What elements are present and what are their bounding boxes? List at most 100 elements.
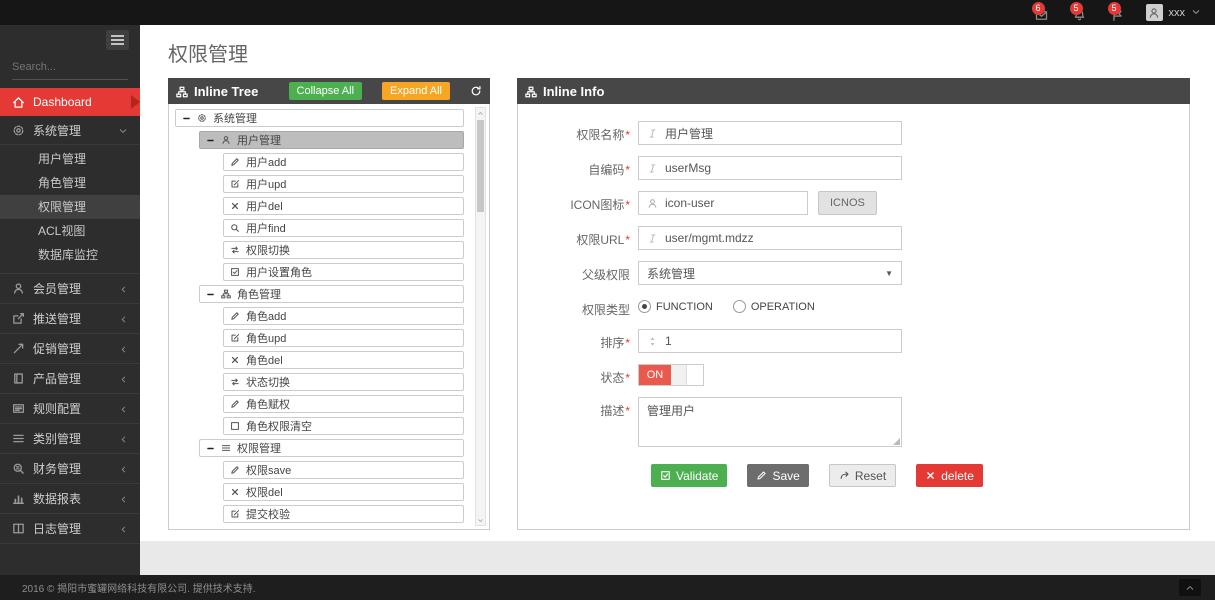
toggle-on-label: ON [639,365,671,385]
sidebar-subitem[interactable]: 权限管理 [0,195,140,219]
tree-node-label: 角色管理 [237,289,281,301]
caret-down-icon: ▼ [885,268,893,278]
topbar: 6 5 5 xxx [0,0,1215,25]
tree-node[interactable]: 用户del [223,197,464,215]
sidebar-item-system[interactable]: 系统管理 [0,116,140,145]
url-input[interactable]: user/mgmt.mdzz [638,226,902,250]
tree-node-label: 用户del [246,201,283,213]
form-row: 父级权限 系统管理 ▼ [518,261,1189,285]
sidebar-subitem[interactable]: ACL视图 [38,224,86,238]
promo-icon [13,343,24,354]
sidebar-item-label: 财务管理 [33,462,82,476]
sidebar-subitem[interactable]: 角色管理 [38,176,87,190]
hamburger-menu-button[interactable] [106,30,129,50]
chevron-left-icon [121,316,126,323]
tree-node[interactable]: 用户管理 [199,131,464,149]
tree-node[interactable]: 角色upd [223,329,464,347]
chevron-left-icon [121,376,126,383]
refresh-button[interactable] [470,85,482,97]
tree-node[interactable]: 系统管理 [175,109,464,127]
sidebar-subitem[interactable]: 数据库监控 [38,248,99,262]
expand-all-button[interactable]: Expand All [382,82,450,100]
page-title: 权限管理 [168,44,248,66]
input-value: icon-user [665,196,715,210]
radio-function[interactable]: FUNCTION [638,300,713,313]
icnos-button[interactable]: ICNOS [818,191,877,215]
required-asterisk: * [625,404,630,418]
collapse-all-button[interactable]: Collapse All [288,82,363,100]
required-asterisk: * [625,128,630,142]
topbar-flag-button[interactable]: 5 [1107,1,1128,22]
tree-node[interactable]: 用户设置角色 [223,263,464,281]
tree-node[interactable]: 角色add [223,307,464,325]
tree-node[interactable]: 权限save [223,461,464,479]
tree-node[interactable]: 角色权限清空 [223,417,464,435]
sidebar-item[interactable]: 产品管理 [0,364,140,394]
delete-button[interactable]: delete [916,464,983,487]
status-toggle[interactable]: ON [638,364,704,386]
sidebar-item[interactable]: 日志管理 [0,514,140,544]
sidebar-item[interactable]: 会员管理 [0,274,140,304]
chevron-down-icon [119,129,127,133]
tree-node[interactable]: 角色赋权 [223,395,464,413]
pencil-icon [231,312,239,320]
save-button[interactable]: Save [747,464,809,487]
scrollbar-thumb[interactable] [477,120,484,212]
tree-scrollbar[interactable] [475,107,486,526]
validate-button[interactable]: Validate [651,464,728,487]
sidebar-subitem[interactable]: 用户管理 [38,152,87,166]
sidebar-item[interactable]: 推送管理 [0,304,140,334]
sidebar-item[interactable]: 财务管理 [0,454,140,484]
tree-node[interactable]: 角色管理 [199,285,464,303]
tree-node[interactable]: 权限del [223,483,464,501]
topbar-bell-button[interactable]: 5 [1069,1,1090,22]
square-icon [231,422,239,430]
form-row: ICON图标* icon-user ICNOS [518,191,1189,215]
refresh-icon [471,86,481,96]
chevron-down-icon [1192,10,1200,15]
italic-icon [649,163,656,173]
tree-node[interactable]: 角色del [223,351,464,369]
scroll-up-icon[interactable] [476,108,485,118]
icon-input[interactable]: icon-user [638,191,808,215]
tree-node[interactable]: 提交校验 [223,505,464,523]
chevron-left-icon [121,526,126,533]
tree-node[interactable]: 用户find [223,219,464,237]
permission-name-input[interactable]: 用户管理 [638,121,902,145]
chevron-left-icon [121,346,126,353]
sidebar-item[interactable]: 规则配置 [0,394,140,424]
sidebar-item-dashboard[interactable]: Dashboard [0,88,140,116]
tree-node-label: 用户upd [246,179,287,191]
form-row: 权限URL* user/mgmt.mdzz [518,226,1189,250]
sort-order-input[interactable]: 1 [638,329,902,353]
sidebar-item[interactable]: 数据报表 [0,484,140,514]
code-input[interactable]: userMsg [638,156,902,180]
scroll-to-top-button[interactable] [1179,579,1201,596]
x-icon [231,488,239,496]
sidebar-item[interactable]: 类别管理 [0,424,140,454]
sidebar-item[interactable]: 促销管理 [0,334,140,364]
tree-node-label: 角色赋权 [246,399,290,411]
sidebar-item-label: 数据报表 [33,492,82,506]
form-row: 排序* 1 [518,329,1189,353]
sidebar-submenu: 用户管理角色管理权限管理 ACL视图数据库监控 [0,145,140,274]
parent-permission-select[interactable]: 系统管理 ▼ [638,261,902,285]
topbar-envelope-button[interactable]: 6 [1031,1,1052,22]
info-form: 权限名称* 用户管理 自编码* userMsg ICON图标* icon-user ICNO… [518,121,1189,447]
tree-node[interactable]: 用户add [223,153,464,171]
user-menu[interactable]: xxx [1145,4,1202,22]
tree-node[interactable]: 用户upd [223,175,464,193]
description-textarea[interactable]: 管理用户 [638,397,902,447]
notification-badge: 5 [1107,1,1121,15]
reset-button[interactable]: Reset [828,464,897,487]
search-input[interactable] [12,61,154,73]
tree-node[interactable]: 权限切换 [223,241,464,259]
minus-icon [183,117,190,119]
tree-node[interactable]: 状态切换 [223,373,464,391]
tree-node-label: 权限save [246,465,292,477]
input-value: 用户管理 [665,126,714,141]
radio-operation[interactable]: OPERATION [732,300,815,313]
scroll-down-icon[interactable] [476,515,485,525]
tree-node[interactable]: 权限管理 [199,439,464,457]
tree-node-label: 权限del [246,487,283,499]
